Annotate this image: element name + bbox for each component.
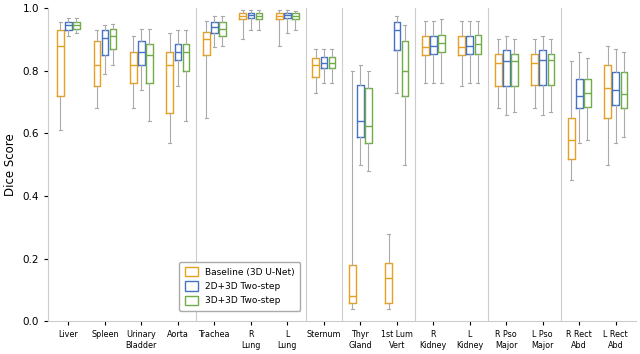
Legend: Baseline (3D U-Net), 2D+3D Two-step, 3D+3D Two-step: Baseline (3D U-Net), 2D+3D Two-step, 3D+… — [179, 262, 300, 310]
Y-axis label: Dice Score: Dice Score — [4, 133, 17, 196]
